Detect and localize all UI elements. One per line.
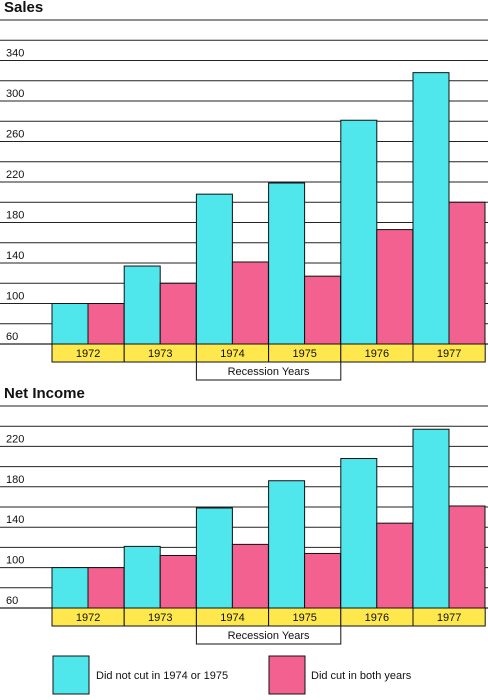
- recession-box: [195, 625, 342, 645]
- category-label: 1975: [292, 612, 316, 624]
- y-tick-label: 220: [6, 169, 24, 181]
- bar-not-cut: [412, 428, 450, 609]
- bar-not-cut: [268, 182, 306, 345]
- legend-swatch-did-cut: [268, 655, 306, 695]
- bar-not-cut: [268, 480, 306, 609]
- bar-did-cut: [87, 567, 125, 609]
- y-tick-label: 340: [6, 48, 24, 60]
- bar-did-cut: [87, 303, 125, 345]
- bar-not-cut: [51, 303, 89, 345]
- chart-title: Net Income: [4, 385, 85, 402]
- bar-did-cut: [448, 505, 486, 609]
- y-tick-label: 180: [6, 210, 24, 222]
- chart-title: Sales: [4, 0, 43, 16]
- bar-not-cut: [340, 119, 378, 345]
- bar-not-cut: [51, 567, 89, 609]
- legend-swatch-not-cut: [52, 655, 90, 695]
- bar-did-cut: [159, 554, 197, 609]
- bar-did-cut: [159, 282, 197, 345]
- category-box: [412, 343, 486, 363]
- recession-box: [195, 361, 342, 381]
- bar-did-cut: [231, 543, 269, 609]
- bar-did-cut: [304, 552, 342, 609]
- y-tick-label: 140: [6, 514, 24, 526]
- bar-did-cut: [231, 261, 269, 345]
- y-tick-label: 100: [6, 291, 24, 303]
- category-label: 1976: [365, 612, 389, 624]
- bar-did-cut: [448, 201, 486, 345]
- category-label: 1974: [220, 348, 244, 360]
- y-tick-label: 100: [6, 555, 24, 567]
- y-tick-label: 140: [6, 250, 24, 262]
- bar-not-cut: [412, 72, 450, 345]
- category-label: 1973: [148, 612, 172, 624]
- category-label: 1976: [365, 348, 389, 360]
- legend-label-did-cut: Did cut in both years: [311, 670, 412, 682]
- category-label: 1977: [437, 612, 461, 624]
- bar-not-cut: [195, 193, 233, 345]
- recession-label: Recession Years: [228, 366, 310, 378]
- bar-did-cut: [376, 229, 414, 345]
- category-label: 1977: [437, 348, 461, 360]
- legend-label-not-cut: Did not cut in 1974 or 1975: [96, 670, 228, 682]
- bar-not-cut: [340, 458, 378, 609]
- bar-did-cut: [304, 275, 342, 345]
- y-tick-label: 300: [6, 88, 24, 100]
- y-tick-label: 220: [6, 433, 24, 445]
- bar-not-cut: [195, 507, 233, 609]
- category-box: [412, 607, 486, 627]
- bar-not-cut: [123, 265, 161, 345]
- y-tick-label: 260: [6, 129, 24, 141]
- category-label: 1972: [76, 348, 100, 360]
- bar-did-cut: [376, 522, 414, 609]
- category-label: 1973: [148, 348, 172, 360]
- recession-label: Recession Years: [228, 630, 310, 642]
- category-label: 1972: [76, 612, 100, 624]
- category-label: 1974: [220, 612, 244, 624]
- bar-not-cut: [123, 545, 161, 609]
- y-tick-label: 60: [6, 331, 18, 343]
- category-label: 1975: [292, 348, 316, 360]
- y-tick-label: 180: [6, 474, 24, 486]
- y-tick-label: 60: [6, 595, 18, 607]
